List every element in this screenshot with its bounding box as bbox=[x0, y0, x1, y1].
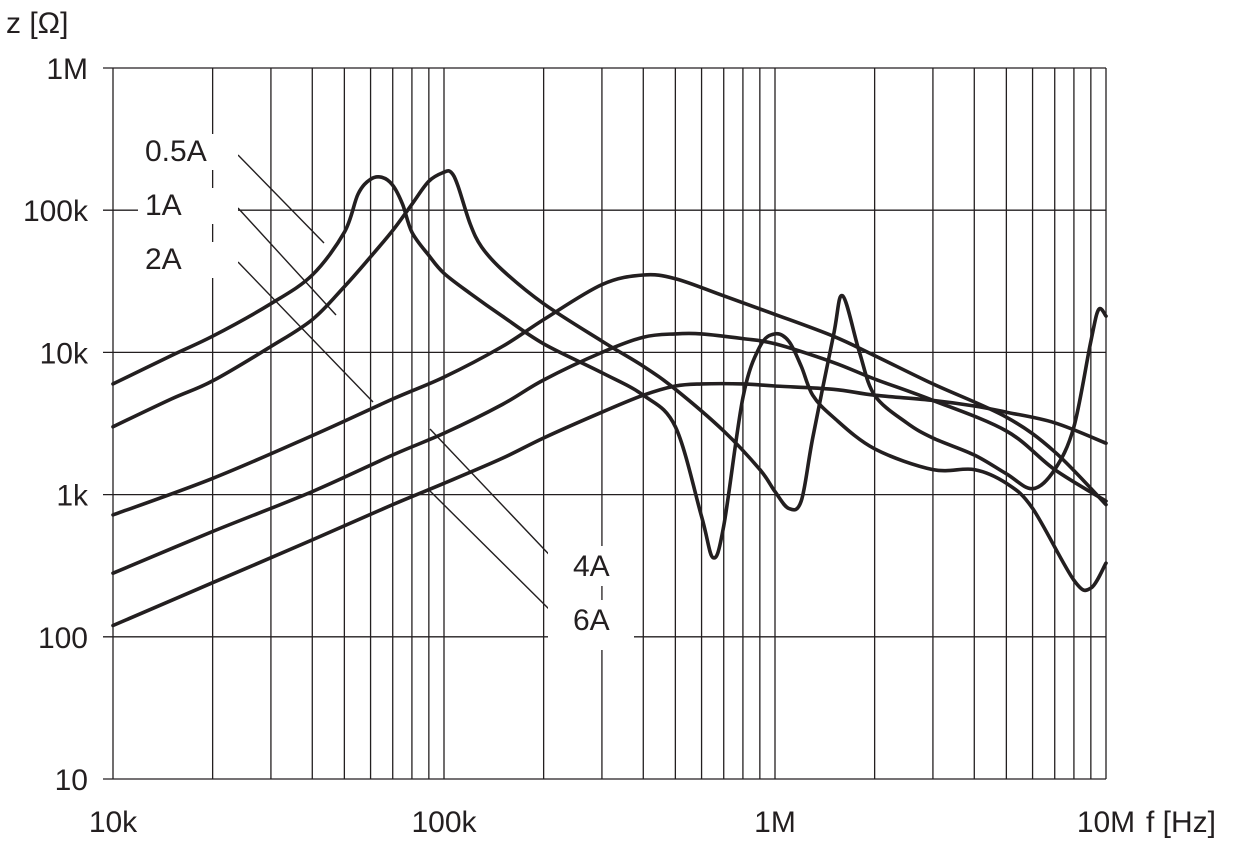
label-background bbox=[548, 546, 634, 586]
leader-line bbox=[237, 261, 374, 403]
y-tick-label: 10k bbox=[40, 337, 89, 370]
x-axis-label: f [Hz] bbox=[1146, 806, 1216, 839]
leader-line bbox=[237, 207, 337, 316]
series-label: 2A bbox=[145, 243, 182, 276]
label-leader-lines bbox=[237, 154, 561, 621]
series-label: 0.5A bbox=[145, 135, 207, 168]
x-tick-label: 1M bbox=[754, 806, 796, 839]
x-tick-label: 10M bbox=[1077, 806, 1135, 839]
grid bbox=[103, 67, 1107, 780]
series-label: 1A bbox=[145, 189, 182, 222]
tick-labels: 10k 100k 1M 10M 10 100 1k 10k 100k 1M bbox=[23, 53, 1135, 839]
label-background bbox=[138, 242, 238, 278]
series-label: 4A bbox=[573, 550, 610, 583]
series-curves bbox=[111, 169, 1108, 628]
series-line-6A bbox=[111, 381, 1108, 628]
x-tick-label: 10k bbox=[89, 806, 138, 839]
leader-line bbox=[237, 154, 325, 244]
y-tick-label: 1k bbox=[56, 480, 89, 513]
series-line-2A bbox=[111, 272, 1108, 517]
x-tick-label: 100k bbox=[411, 806, 477, 839]
series-line-0_5A bbox=[111, 175, 1108, 593]
leader-line bbox=[429, 490, 561, 621]
label-background bbox=[548, 600, 634, 650]
series-labels: 0.5A 1A 2A 4A 6A bbox=[138, 134, 634, 650]
y-axis-label: z [Ω] bbox=[6, 7, 68, 40]
series-label: 6A bbox=[573, 604, 610, 637]
y-tick-label: 100k bbox=[23, 195, 89, 228]
y-tick-label: 100 bbox=[38, 622, 88, 655]
series-line-1A bbox=[111, 169, 1108, 512]
leader-line bbox=[429, 428, 561, 567]
label-background bbox=[138, 188, 238, 224]
series-line-4A bbox=[111, 331, 1108, 575]
label-background bbox=[138, 134, 238, 170]
y-tick-label: 1M bbox=[46, 53, 88, 86]
y-tick-label: 10 bbox=[55, 764, 88, 797]
